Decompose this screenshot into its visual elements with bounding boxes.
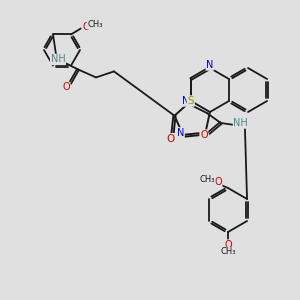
Text: O: O (62, 82, 70, 92)
Text: S: S (188, 96, 194, 106)
Text: O: O (167, 134, 175, 144)
Text: N: N (182, 96, 190, 106)
Text: N: N (206, 60, 214, 70)
Text: CH₃: CH₃ (199, 175, 215, 184)
Text: O: O (214, 177, 222, 187)
Text: CH₃: CH₃ (220, 248, 236, 256)
Text: CH₃: CH₃ (87, 20, 103, 29)
Text: O: O (82, 22, 90, 32)
Text: NH: NH (51, 54, 65, 64)
Text: NH: NH (233, 118, 248, 128)
Text: O: O (200, 130, 208, 140)
Text: N: N (177, 128, 184, 138)
Text: O: O (224, 240, 232, 250)
